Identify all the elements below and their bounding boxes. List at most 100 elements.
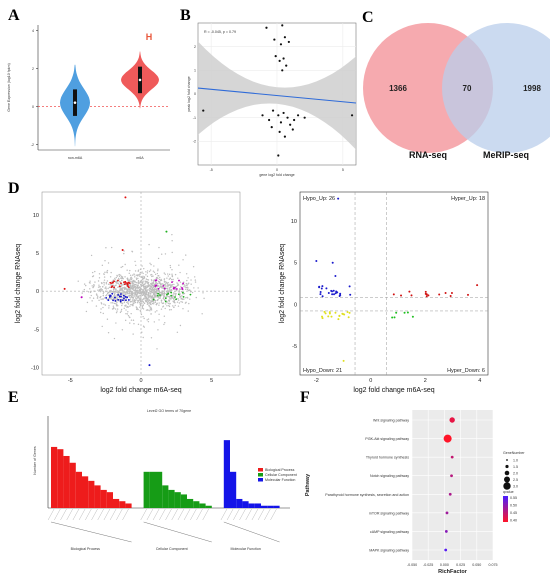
- dl-point-bg: [154, 283, 157, 285]
- dl-point-bg: [150, 313, 152, 315]
- e-category-tick: [47, 508, 55, 521]
- dl-point-bg: [134, 270, 137, 272]
- e-bar-0: [82, 476, 89, 508]
- dl-point-bg: [108, 290, 111, 293]
- dl-point-bg: [131, 304, 133, 306]
- dl-point-bg: [117, 296, 119, 299]
- dl-point-bg: [159, 291, 162, 294]
- dr-point-hypo-down: [328, 312, 331, 315]
- dl-point-bg: [173, 301, 175, 303]
- e-group-bracket: [143, 521, 212, 543]
- dl-point-bg: [162, 296, 165, 298]
- dr-point-hyper-down: [393, 316, 396, 319]
- dl-y-axis-label: log2 fold change RNAseq: [15, 244, 22, 323]
- dl-point-bg: [124, 305, 126, 307]
- dl-point-bg: [100, 308, 102, 310]
- dl-point-bg: [149, 299, 151, 302]
- dl-point-highlight: [172, 287, 175, 290]
- dl-point-bg: [101, 289, 104, 291]
- f-legend-size-title: GeneNumber: [503, 451, 525, 455]
- dl-point-bg: [107, 283, 110, 286]
- dl-point-bg: [161, 291, 163, 293]
- dl-point-bg: [153, 302, 155, 304]
- dl-point-bg: [139, 288, 141, 291]
- dl-point-bg: [89, 291, 92, 294]
- b-point: [285, 64, 288, 67]
- dl-point-bg: [191, 291, 194, 294]
- dl-point-bg: [119, 311, 122, 314]
- dl-point-bg: [141, 276, 143, 279]
- dl-point-bg: [144, 283, 146, 286]
- dl-point-bg: [157, 296, 159, 299]
- dl-point-bg: [190, 291, 192, 293]
- dl-point-bg: [123, 291, 126, 293]
- dr-quadrant-label-hypo-up: Hypo_Up: 26: [303, 196, 335, 202]
- dl-point-bg: [132, 280, 134, 282]
- dl-point-bg: [92, 297, 95, 299]
- a-y-tick-label: 2: [32, 67, 34, 71]
- dl-point-bg: [105, 295, 107, 297]
- dl-x-tick-label: 5: [210, 378, 213, 384]
- dr-point-hypo-up: [333, 293, 336, 296]
- dl-point-bg: [102, 286, 104, 288]
- dl-point-bg: [179, 293, 181, 295]
- e-bar-1: [180, 494, 187, 508]
- b-point: [273, 38, 276, 41]
- dl-point-bg: [163, 280, 166, 282]
- e-bar-2: [236, 498, 243, 508]
- dl-point-bg: [187, 297, 189, 299]
- dl-point-bg: [125, 291, 127, 293]
- dl-point-bg: [131, 274, 134, 276]
- dl-point-bg: [170, 284, 173, 286]
- dl-point-bg: [151, 275, 153, 278]
- dl-point-bg: [157, 298, 159, 301]
- dl-point-bg: [162, 302, 165, 304]
- dl-point-bg: [137, 295, 139, 297]
- dl-point-bg: [163, 290, 165, 292]
- dl-point-bg: [164, 273, 166, 275]
- dl-point-bg: [174, 292, 176, 294]
- dl-point-highlight: [127, 286, 130, 289]
- dl-point-bg: [81, 292, 83, 294]
- dl-point-bg: [143, 291, 146, 294]
- dr-point-hypo-up: [318, 285, 321, 288]
- dl-point-outlier: [121, 248, 124, 251]
- dl-point-bg: [146, 275, 149, 278]
- dl-point-bg: [145, 300, 148, 303]
- dl-point-bg: [159, 283, 162, 285]
- dl-point-bg: [128, 288, 130, 290]
- dl-point-bg: [127, 279, 129, 282]
- dl-point-bg: [155, 288, 158, 291]
- dl-point-bg: [170, 278, 173, 281]
- dl-point-bg: [139, 297, 141, 299]
- dl-point-highlight: [159, 294, 161, 297]
- dl-point-bg: [154, 299, 157, 302]
- dl-point-bg: [139, 303, 142, 305]
- dl-point-bg: [143, 298, 145, 300]
- dl-point-bg: [130, 303, 132, 306]
- dr-point-hyper-up: [449, 295, 452, 298]
- b-x-tick-label: -5: [210, 168, 213, 172]
- dl-point-bg: [185, 254, 187, 256]
- dl-point-bg: [145, 309, 148, 311]
- dl-point-bg: [151, 302, 154, 305]
- dl-point-bg: [168, 288, 171, 290]
- e-bar-0: [51, 446, 58, 508]
- dl-point-bg: [136, 302, 139, 304]
- dl-point-bg: [134, 285, 136, 287]
- dl-point-bg: [131, 296, 134, 299]
- dl-point-bg: [166, 287, 168, 290]
- dl-point-bg: [190, 279, 192, 281]
- e-category-tick: [66, 508, 73, 521]
- dl-point-bg: [129, 269, 131, 272]
- dl-point-bg: [83, 288, 86, 291]
- dl-point-bg: [118, 280, 121, 283]
- dl-point-bg: [136, 291, 139, 294]
- dl-point-bg: [108, 305, 110, 307]
- dl-point-bg: [163, 323, 165, 326]
- dl-point-bg: [117, 305, 119, 307]
- dl-point-highlight: [113, 280, 116, 283]
- dl-point-bg: [139, 271, 142, 274]
- dl-point-bg: [169, 297, 171, 299]
- dl-point-bg: [128, 294, 131, 297]
